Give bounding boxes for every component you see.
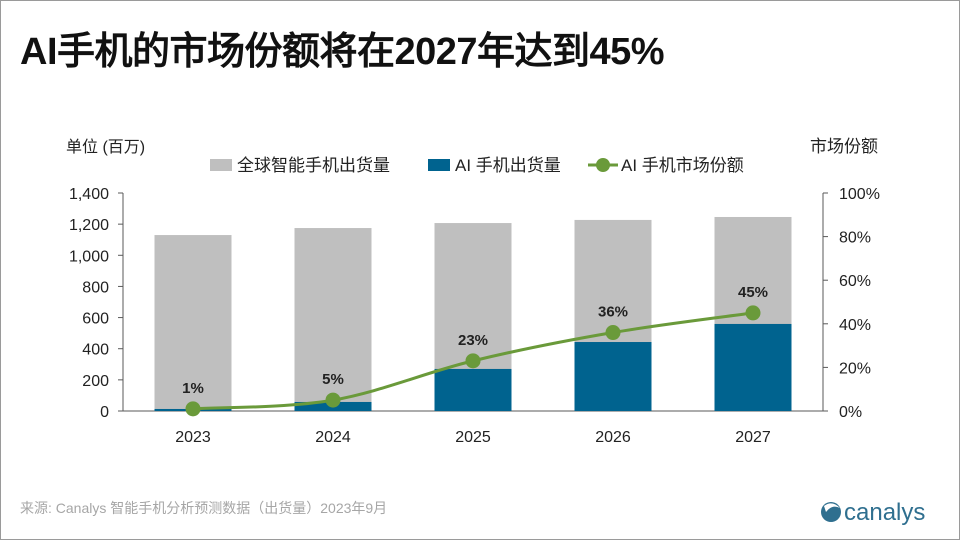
share-point bbox=[745, 305, 761, 321]
legend-marker bbox=[596, 158, 610, 172]
share-point bbox=[325, 392, 341, 408]
source-note: 来源: Canalys 智能手机分析预测数据（出货量）2023年9月 bbox=[20, 500, 388, 516]
y2-tick-label: 40% bbox=[839, 317, 871, 334]
y-tick-label: 600 bbox=[82, 311, 109, 328]
bar-ai-shipments bbox=[714, 323, 792, 411]
share-data-label: 45% bbox=[738, 284, 768, 301]
y-tick-label: 1,400 bbox=[69, 186, 109, 203]
y2-tick-label: 80% bbox=[839, 230, 871, 247]
y2-tick-label: 60% bbox=[839, 273, 871, 290]
y-tick-label: 1,000 bbox=[69, 248, 109, 265]
y2-axis-label: 市场份额 bbox=[810, 137, 878, 156]
x-tick-label: 2025 bbox=[455, 429, 491, 446]
y-tick-label: 200 bbox=[82, 373, 109, 390]
share-data-label: 5% bbox=[322, 371, 344, 388]
legend-swatch bbox=[428, 159, 450, 171]
x-tick-label: 2027 bbox=[735, 429, 771, 446]
share-point bbox=[605, 325, 621, 341]
share-point bbox=[465, 353, 481, 369]
x-tick-label: 2023 bbox=[175, 429, 211, 446]
legend-label: AI 手机出货量 bbox=[455, 156, 561, 175]
y-tick-label: 0 bbox=[100, 404, 109, 421]
share-point bbox=[185, 401, 201, 417]
y-tick-label: 400 bbox=[82, 342, 109, 359]
share-data-label: 1% bbox=[182, 380, 204, 397]
y2-tick-label: 0% bbox=[839, 404, 862, 421]
bar-ai-shipments bbox=[434, 368, 512, 411]
legend-swatch bbox=[210, 159, 232, 171]
y2-tick-label: 20% bbox=[839, 360, 871, 377]
bar-total-shipments bbox=[154, 235, 232, 411]
y-tick-label: 1,200 bbox=[69, 217, 109, 234]
bar-ai-shipments bbox=[574, 342, 652, 411]
legend-label: 全球智能手机出货量 bbox=[237, 156, 390, 175]
share-data-label: 23% bbox=[458, 332, 488, 349]
x-tick-label: 2024 bbox=[315, 429, 351, 446]
legend: 全球智能手机出货量 AI 手机出货量 AI 手机市场份额 bbox=[210, 156, 744, 175]
bar-total-shipments bbox=[294, 228, 372, 411]
y-axis-label: 单位 (百万) bbox=[66, 138, 145, 156]
chart: 单位 (百万) 市场份额 全球智能手机出货量 AI 手机出货量 AI 手机市场份额 … bbox=[66, 137, 880, 446]
y-tick-label: 800 bbox=[82, 279, 109, 296]
plot-area: 0 200 400 600 800 1,000 1,200 1,400 0% 20% 40% 60% 8… bbox=[69, 186, 880, 446]
legend-label: AI 手机市场份额 bbox=[621, 156, 744, 175]
x-tick-label: 2026 bbox=[595, 429, 631, 446]
svg-text:canalys: canalys bbox=[844, 499, 925, 526]
canalys-logo: canalys bbox=[821, 499, 925, 526]
page-title: AI手机的市场份额将在2027年达到45% bbox=[20, 31, 665, 73]
share-data-label: 36% bbox=[598, 304, 628, 321]
y2-tick-label: 100% bbox=[839, 186, 880, 203]
